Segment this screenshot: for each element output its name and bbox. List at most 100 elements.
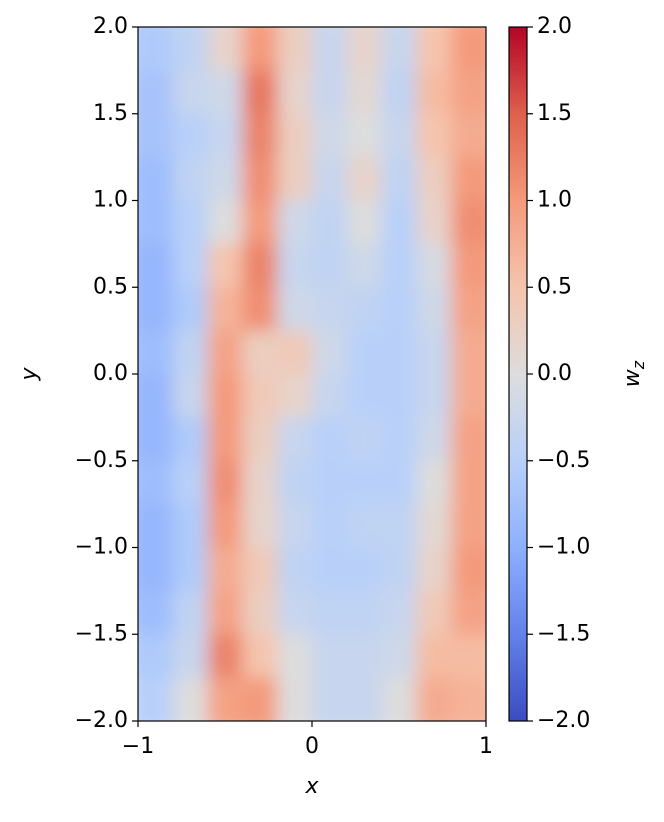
heatmap-cell bbox=[172, 243, 209, 288]
heatmap-cell bbox=[242, 157, 278, 201]
heatmap-cell bbox=[138, 70, 174, 115]
heatmap-cell bbox=[138, 677, 174, 721]
heatmap-cell bbox=[346, 243, 383, 288]
colorbar-tick-label: 0.0 bbox=[537, 361, 572, 386]
heatmap-cell bbox=[207, 374, 243, 418]
y-tick-label: −0.5 bbox=[75, 448, 128, 473]
heatmap-cell bbox=[242, 677, 278, 721]
heatmap-cell bbox=[346, 330, 383, 375]
y-axis-label: y bbox=[17, 367, 42, 382]
heatmap-cell bbox=[346, 374, 383, 418]
heatmap-cell bbox=[451, 287, 486, 332]
heatmap-cell bbox=[312, 243, 348, 288]
heatmap-cell bbox=[172, 200, 209, 245]
heatmap-cell bbox=[138, 27, 174, 71]
heatmap-cell bbox=[277, 243, 313, 288]
colorbar-label-sub: z bbox=[629, 360, 648, 370]
heatmap-cell bbox=[381, 157, 417, 201]
heatmap-cell bbox=[277, 417, 313, 462]
heatmap-cell bbox=[172, 330, 209, 375]
heatmap-cell bbox=[207, 287, 243, 332]
heatmap-cell bbox=[451, 374, 486, 418]
heatmap-cell bbox=[277, 504, 313, 548]
heatmap-cell bbox=[242, 504, 278, 548]
y-tick-label: 0.0 bbox=[93, 361, 128, 386]
heatmap-cell bbox=[277, 200, 313, 245]
heatmap-cell bbox=[207, 634, 243, 679]
y-tick-label: −2.0 bbox=[75, 708, 128, 733]
heatmap-cell bbox=[346, 634, 383, 679]
heatmap-cell bbox=[277, 547, 313, 592]
heatmap-cell bbox=[172, 504, 209, 548]
heatmap-cell bbox=[172, 27, 209, 71]
heatmap-cell bbox=[312, 634, 348, 679]
heatmap-cell bbox=[312, 287, 348, 332]
heatmap-cell bbox=[242, 374, 278, 418]
heatmap-cell bbox=[207, 27, 243, 71]
heatmap-cell bbox=[277, 113, 313, 158]
heatmap-cell bbox=[277, 157, 313, 201]
colorbar-tick-label: 2.0 bbox=[537, 14, 572, 39]
heatmap bbox=[138, 27, 486, 721]
heatmap-cell bbox=[207, 590, 243, 635]
heatmap-cell bbox=[138, 287, 174, 332]
heatmap-cell bbox=[451, 504, 486, 548]
heatmap-cell bbox=[346, 113, 383, 158]
y-tick-label: 2.0 bbox=[93, 14, 128, 39]
heatmap-cell bbox=[381, 460, 417, 505]
heatmap-cell bbox=[416, 547, 452, 592]
heatmap-cell bbox=[381, 243, 417, 288]
colorbar-tick-label: 1.5 bbox=[537, 101, 572, 126]
heatmap-cell bbox=[346, 157, 383, 201]
heatmap-cell bbox=[138, 590, 174, 635]
heatmap-cell bbox=[381, 374, 417, 418]
heatmap-cell bbox=[312, 70, 348, 115]
heatmap-cell bbox=[381, 70, 417, 115]
y-tick-label: −1.0 bbox=[75, 535, 128, 560]
heatmap-cell bbox=[207, 70, 243, 115]
heatmap-cell bbox=[172, 70, 209, 115]
heatmap-cell bbox=[138, 113, 174, 158]
heatmap-cell bbox=[312, 504, 348, 548]
heatmap-cell bbox=[416, 634, 452, 679]
y-tick-label: 1.5 bbox=[93, 101, 128, 126]
heatmap-cell bbox=[207, 157, 243, 201]
heatmap-cell bbox=[381, 634, 417, 679]
heatmap-cell bbox=[207, 243, 243, 288]
heatmap-cell bbox=[312, 27, 348, 71]
heatmap-cell bbox=[416, 70, 452, 115]
heatmap-cell bbox=[451, 417, 486, 462]
heatmap-cell bbox=[416, 504, 452, 548]
heatmap-cell bbox=[172, 677, 209, 721]
colorbar-label: wz bbox=[620, 360, 648, 387]
heatmap-cell bbox=[416, 417, 452, 462]
heatmap-cell bbox=[346, 287, 383, 332]
heatmap-cell bbox=[451, 547, 486, 592]
y-tick-label: 0.5 bbox=[93, 274, 128, 299]
heatmap-cell bbox=[312, 590, 348, 635]
heatmap-cell bbox=[138, 504, 174, 548]
x-tick-label: 1 bbox=[479, 734, 493, 759]
heatmap-cell bbox=[346, 677, 383, 721]
heatmap-cell bbox=[312, 157, 348, 201]
heatmap-cell bbox=[346, 200, 383, 245]
heatmap-cell bbox=[451, 113, 486, 158]
heatmap-cell bbox=[207, 504, 243, 548]
heatmap-cell bbox=[381, 287, 417, 332]
heatmap-cell bbox=[277, 634, 313, 679]
colorbar-label-main: w bbox=[620, 368, 645, 387]
heatmap-cell bbox=[346, 590, 383, 635]
heatmap-cell bbox=[416, 590, 452, 635]
heatmap-cell bbox=[416, 330, 452, 375]
heatmap-cell bbox=[277, 460, 313, 505]
heatmap-cell bbox=[138, 547, 174, 592]
heatmap-cell bbox=[207, 417, 243, 462]
heatmap-cell bbox=[277, 27, 313, 71]
colorbar-tick-label: −2.0 bbox=[537, 708, 590, 733]
heatmap-cell bbox=[207, 113, 243, 158]
heatmap-cell bbox=[172, 460, 209, 505]
heatmap-cell bbox=[242, 27, 278, 71]
heatmap-cell bbox=[207, 677, 243, 721]
heatmap-cell bbox=[346, 547, 383, 592]
